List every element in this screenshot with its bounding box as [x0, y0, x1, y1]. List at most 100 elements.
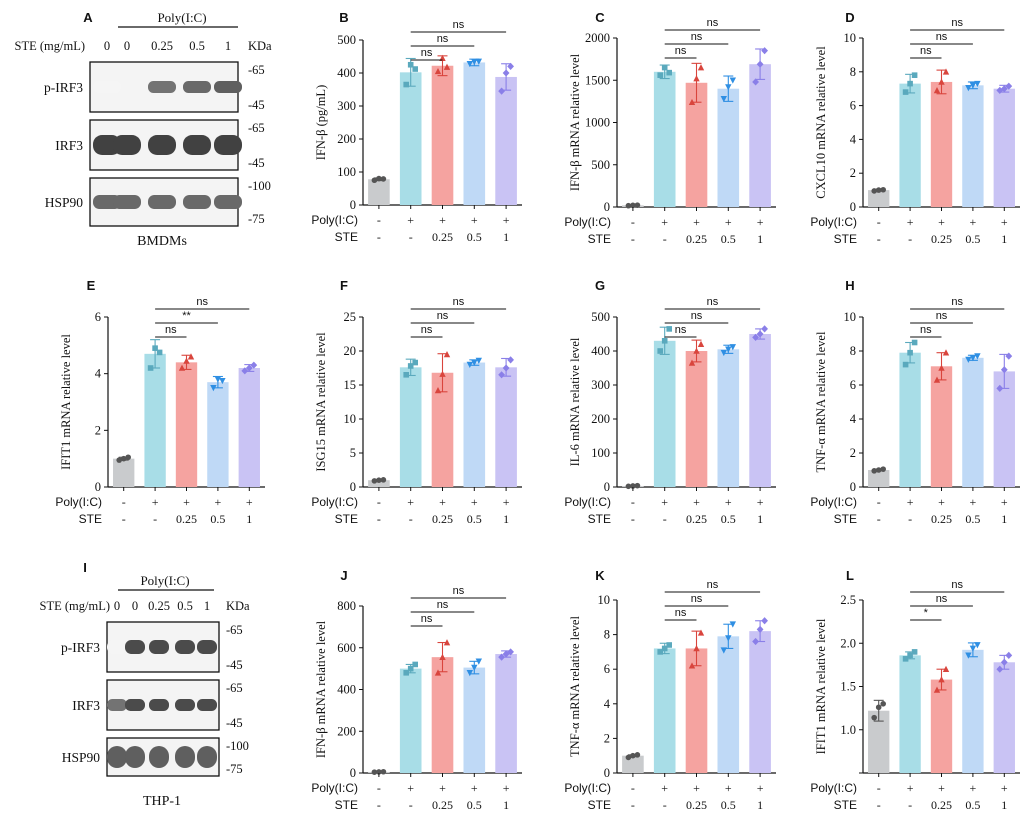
ste-row-label: STE — [834, 232, 857, 246]
data-point — [752, 78, 759, 86]
data-point — [498, 371, 505, 379]
polyic-value: - — [377, 213, 381, 227]
blot-band — [149, 699, 169, 711]
bar — [899, 352, 921, 487]
data-point — [902, 656, 909, 662]
data-point — [761, 617, 768, 625]
ste-value: - — [877, 798, 881, 812]
blot-band — [175, 746, 195, 768]
blot-band — [113, 195, 141, 209]
chart-panel-j: J 0 200 400 600 800 IFN-β mRNA relative level -… — [311, 568, 522, 812]
bar — [238, 368, 260, 487]
y-tick-label: 4 — [604, 697, 611, 711]
significance-label: ns — [951, 296, 963, 308]
data-point — [466, 361, 473, 368]
bar — [144, 353, 166, 487]
data-point — [439, 370, 446, 377]
y-tick-label: 6 — [95, 310, 101, 324]
y-tick-label: 500 — [591, 310, 610, 324]
polyic-value: + — [1001, 781, 1008, 795]
bar — [399, 668, 422, 773]
ste-value: 0.5 — [721, 512, 736, 526]
panel-letter: B — [339, 10, 348, 25]
data-point — [933, 86, 941, 94]
data-point — [996, 384, 1004, 392]
y-tick-label: 300 — [337, 99, 356, 113]
y-tick-label: 8 — [850, 344, 856, 358]
significance-label: ns — [707, 296, 719, 308]
significance-label: ns — [453, 585, 465, 597]
y-tick-label: 20 — [344, 344, 357, 358]
y-tick-label: 1.5 — [840, 680, 856, 694]
y-tick-label: 2 — [604, 731, 610, 745]
significance-label: ns — [437, 33, 449, 45]
ste-row-label: STE — [834, 798, 857, 812]
polyic-row-label: Poly(I:C) — [311, 781, 358, 795]
data-point — [720, 647, 727, 654]
bar — [993, 371, 1015, 487]
blot-band — [113, 135, 141, 155]
polyic-value: + — [938, 215, 945, 229]
y-tick-label: 15 — [344, 378, 357, 392]
blot-band — [214, 81, 242, 93]
polyic-value: + — [471, 495, 478, 509]
y-tick-label: 500 — [337, 33, 356, 47]
data-point — [729, 344, 736, 351]
y-tick-label: 400 — [337, 683, 356, 697]
data-point — [507, 648, 514, 656]
bar — [868, 190, 890, 207]
polyic-value: + — [439, 213, 446, 227]
data-point — [407, 363, 414, 369]
significance-label: ns — [707, 579, 719, 591]
blot-band — [197, 746, 217, 768]
polyic-value: - — [877, 781, 881, 795]
ste-value: 1 — [503, 798, 509, 812]
ste-value: 0.5 — [210, 512, 225, 526]
significance-label: ns — [421, 324, 433, 336]
polyic-row-label: Poly(I:C) — [564, 781, 611, 795]
significance-label: ns — [675, 45, 687, 57]
ste-value: 0.25 — [176, 512, 197, 526]
conc-value: 0.5 — [189, 39, 205, 53]
polyic-value: + — [503, 781, 510, 795]
ste-value: - — [908, 512, 912, 526]
y-tick-label: 5 — [350, 446, 356, 460]
polyic-row-label: Poly(I:C) — [55, 495, 102, 509]
kda-marker: -45 — [226, 658, 243, 672]
blot-band — [175, 640, 195, 654]
panel-letter: J — [340, 568, 347, 583]
y-axis-label: IL-6 mRNA relative level — [568, 337, 582, 466]
polyic-value: + — [907, 215, 914, 229]
bar — [868, 470, 890, 487]
significance-label: ns — [453, 296, 465, 308]
data-point — [942, 665, 950, 672]
data-point — [871, 188, 877, 194]
y-axis-label: IFN-β mRNA relative level — [568, 53, 582, 191]
polyic-value: - — [631, 495, 635, 509]
data-point — [697, 629, 705, 636]
data-point — [439, 54, 446, 61]
ste-row-label: STE — [588, 232, 611, 246]
ste-value: 0.5 — [467, 230, 482, 244]
data-point — [942, 68, 950, 75]
data-point — [443, 63, 451, 70]
bar — [175, 362, 198, 487]
y-tick-label: 25 — [344, 310, 357, 324]
bar — [368, 179, 390, 205]
polyic-row-label: Poly(I:C) — [564, 215, 611, 229]
data-point — [756, 330, 764, 338]
data-point — [471, 359, 478, 366]
conc-value: 0 — [114, 599, 120, 613]
ste-row-label: STE — [588, 798, 611, 812]
data-point — [974, 642, 981, 649]
data-point — [725, 84, 732, 91]
bar — [749, 334, 771, 487]
data-point — [666, 642, 672, 648]
panel-letter: L — [846, 568, 854, 583]
polyic-value: + — [503, 213, 510, 227]
data-point — [729, 621, 736, 628]
y-tick-label: 600 — [337, 641, 356, 655]
conc-value: 1 — [225, 39, 231, 53]
y-tick-label: 0 — [604, 480, 610, 494]
